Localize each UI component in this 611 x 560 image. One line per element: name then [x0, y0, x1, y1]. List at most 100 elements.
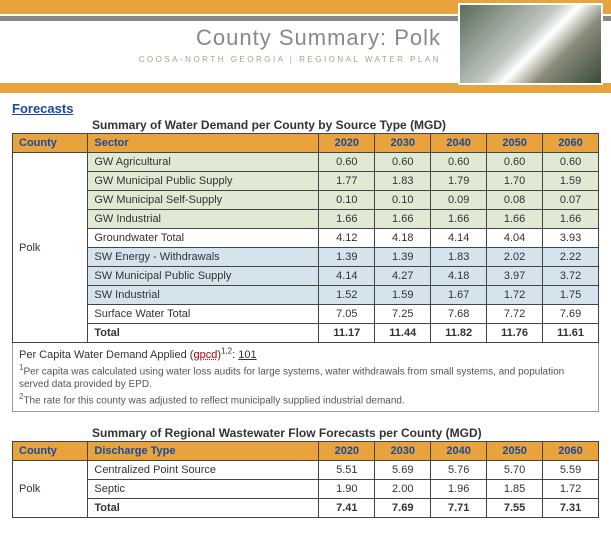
footnote-2: The rate for this county was adjusted to…	[23, 395, 404, 406]
cell-value: 5.69	[375, 460, 431, 479]
cell-value: 11.82	[431, 324, 487, 343]
cell-value: 3.72	[543, 267, 599, 286]
cell-value: 0.10	[375, 191, 431, 210]
cell-value: 1.59	[375, 286, 431, 305]
per-capita-line: Per Capita Water Demand Applied (gpcd)1,…	[19, 349, 257, 361]
cell-value: 1.83	[431, 248, 487, 267]
cell-value: 5.59	[543, 460, 599, 479]
cell-value: 7.25	[375, 305, 431, 324]
pc-val: 101	[238, 349, 256, 361]
cell-value: 2.02	[487, 248, 543, 267]
table-row: GW Municipal Public Supply1.771.831.791.…	[13, 172, 599, 191]
cell-value: 1.66	[431, 210, 487, 229]
cell-value: 0.60	[543, 153, 599, 172]
cell-value: 1.52	[319, 286, 375, 305]
cell-value: 7.69	[543, 305, 599, 324]
th-year: 2040	[431, 134, 487, 153]
cell-value: 3.97	[487, 267, 543, 286]
cell-value: 0.07	[543, 191, 599, 210]
table-row: Groundwater Total4.124.184.144.043.93	[13, 229, 599, 248]
table-row: PolkGW Agricultural0.600.600.600.600.60	[13, 153, 599, 172]
table-row: Septic1.902.001.961.851.72	[13, 479, 599, 498]
cell-value: 1.39	[375, 248, 431, 267]
cell-value: 1.66	[487, 210, 543, 229]
th-year: 2020	[319, 134, 375, 153]
cell-value: 4.04	[487, 229, 543, 248]
cell-value: 0.09	[431, 191, 487, 210]
table-row: SW Energy - Withdrawals1.391.391.832.022…	[13, 248, 599, 267]
page-title: County Summary: Polk	[196, 25, 441, 51]
th-year: 2050	[487, 441, 543, 460]
table-row: GW Municipal Self-Supply0.100.100.090.08…	[13, 191, 599, 210]
row-label: Groundwater Total	[88, 229, 319, 248]
cell-value: 1.96	[431, 479, 487, 498]
table1-body: PolkGW Agricultural0.600.600.600.600.60G…	[13, 153, 599, 343]
cell-value: 7.41	[319, 498, 375, 517]
cell-value: 1.79	[431, 172, 487, 191]
th-county: County	[13, 134, 88, 153]
cell-value: 1.66	[543, 210, 599, 229]
cell-value: 0.60	[375, 153, 431, 172]
table-row: SW Municipal Public Supply4.144.274.183.…	[13, 267, 599, 286]
pc-sup: 1,2	[221, 346, 232, 355]
cell-value: 4.14	[319, 267, 375, 286]
content-area: Forecasts Summary of Water Demand per Co…	[0, 93, 611, 528]
cell-value: 7.72	[487, 305, 543, 324]
row-label: SW Municipal Public Supply	[88, 267, 319, 286]
row-label: Septic	[88, 479, 319, 498]
cell-value: 7.31	[543, 498, 599, 517]
cell-value: 11.44	[375, 324, 431, 343]
row-label: GW Municipal Public Supply	[88, 172, 319, 191]
cell-value: 0.08	[487, 191, 543, 210]
cell-value: 11.61	[543, 324, 599, 343]
cell-value: 4.18	[375, 229, 431, 248]
cell-value: 7.71	[431, 498, 487, 517]
th-sector: Sector	[88, 134, 319, 153]
water-demand-table: County Sector 2020 2030 2040 2050 2060 P…	[12, 133, 599, 343]
footnote-1: Per capita was calculated using water lo…	[19, 366, 564, 391]
table2-body: PolkCentralized Point Source5.515.695.76…	[13, 460, 599, 517]
cell-value: 4.27	[375, 267, 431, 286]
th-year: 2040	[431, 441, 487, 460]
cell-value: 1.70	[487, 172, 543, 191]
county-cell: Polk	[13, 153, 88, 343]
pc-gpcd: gpcd	[193, 349, 217, 361]
cell-value: 4.18	[431, 267, 487, 286]
table2-title: Summary of Regional Wastewater Flow Fore…	[92, 426, 599, 440]
row-label: SW Industrial	[88, 286, 319, 305]
header-photo	[458, 3, 603, 85]
table-row: GW Industrial1.661.661.661.661.66	[13, 210, 599, 229]
page-header: County Summary: Polk COOSA-NORTH GEORGIA…	[0, 21, 611, 81]
cell-value: 1.85	[487, 479, 543, 498]
page-subtitle: COOSA-NORTH GEORGIA | REGIONAL WATER PLA…	[139, 55, 441, 64]
cell-value: 4.14	[431, 229, 487, 248]
cell-value: 7.05	[319, 305, 375, 324]
row-label: Total	[88, 324, 319, 343]
table-row: Total11.1711.4411.8211.7611.61	[13, 324, 599, 343]
row-label: Surface Water Total	[88, 305, 319, 324]
row-label: Total	[88, 498, 319, 517]
th-year: 2060	[543, 134, 599, 153]
cell-value: 2.00	[375, 479, 431, 498]
table-row: SW Industrial1.521.591.671.721.75	[13, 286, 599, 305]
table1-header-row: County Sector 2020 2030 2040 2050 2060	[13, 134, 599, 153]
cell-value: 11.17	[319, 324, 375, 343]
cell-value: 1.75	[543, 286, 599, 305]
cell-value: 7.55	[487, 498, 543, 517]
row-label: Centralized Point Source	[88, 460, 319, 479]
th-year: 2030	[375, 441, 431, 460]
cell-value: 7.69	[375, 498, 431, 517]
cell-value: 5.76	[431, 460, 487, 479]
table-row: Total7.417.697.717.557.31	[13, 498, 599, 517]
table-row: PolkCentralized Point Source5.515.695.76…	[13, 460, 599, 479]
cell-value: 1.59	[543, 172, 599, 191]
table1-footnotes: Per Capita Water Demand Applied (gpcd)1,…	[12, 343, 599, 412]
cell-value: 1.90	[319, 479, 375, 498]
cell-value: 1.83	[375, 172, 431, 191]
cell-value: 0.60	[319, 153, 375, 172]
cell-value: 0.60	[487, 153, 543, 172]
cell-value: 2.22	[543, 248, 599, 267]
cell-value: 1.66	[375, 210, 431, 229]
cell-value: 0.10	[319, 191, 375, 210]
table-row: Surface Water Total7.057.257.687.727.69	[13, 305, 599, 324]
